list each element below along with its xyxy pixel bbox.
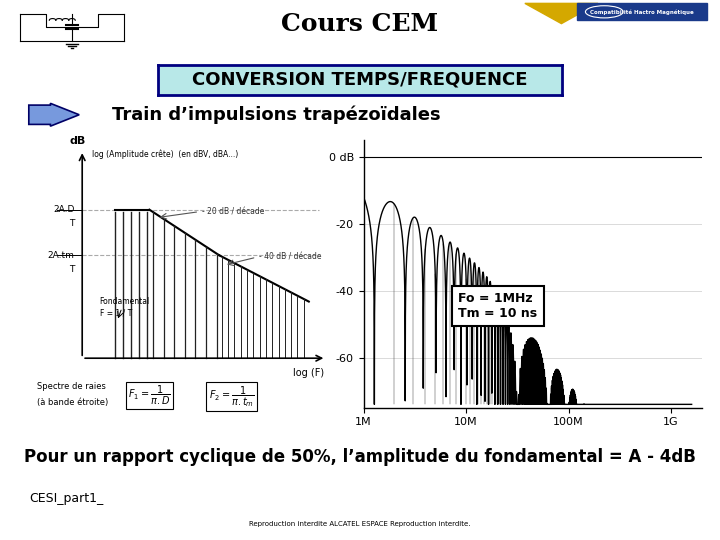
Text: F = 1 / T: F = 1 / T xyxy=(99,309,132,318)
Text: log (Amplitude crête)  (en dBV, dBA...): log (Amplitude crête) (en dBV, dBA...) xyxy=(92,150,238,159)
Text: Spectre de raies: Spectre de raies xyxy=(37,382,107,391)
Text: dB: dB xyxy=(69,136,86,146)
Text: $F_2 = \dfrac{1}{\pi.t_m}$: $F_2 = \dfrac{1}{\pi.t_m}$ xyxy=(209,384,255,409)
Text: Pour un rapport cyclique de 50%, l’amplitude du fondamental = A - 4dB: Pour un rapport cyclique de 50%, l’ampli… xyxy=(24,448,696,466)
Text: Compatibilité Hactro Magnétique: Compatibilité Hactro Magnétique xyxy=(590,9,693,15)
Text: CESI_part1_: CESI_part1_ xyxy=(29,492,103,505)
Text: $F_1 = \dfrac{1}{\pi.D}$: $F_1 = \dfrac{1}{\pi.D}$ xyxy=(128,384,171,407)
Text: Train d’impulsions trapézoïdales: Train d’impulsions trapézoïdales xyxy=(112,105,440,124)
Text: T: T xyxy=(69,219,75,228)
Text: Fondamental: Fondamental xyxy=(99,297,150,306)
Text: Reproduction interdite ALCATEL ESPACE Reproduction interdite.: Reproduction interdite ALCATEL ESPACE Re… xyxy=(249,521,471,526)
Text: log (F): log (F) xyxy=(292,368,324,378)
Text: (à bande étroite): (à bande étroite) xyxy=(37,398,109,407)
Text: 2A.D: 2A.D xyxy=(53,205,75,214)
Text: - 20 dB / décade: - 20 dB / décade xyxy=(202,207,264,216)
Text: - 40 dB / décade: - 40 dB / décade xyxy=(259,253,322,262)
Text: T: T xyxy=(69,265,75,274)
Text: Cours CEM: Cours CEM xyxy=(282,12,438,36)
Text: Fo = 1MHz
Tm = 10 ns: Fo = 1MHz Tm = 10 ns xyxy=(459,292,537,320)
Polygon shape xyxy=(525,3,598,24)
FancyBboxPatch shape xyxy=(577,3,706,20)
Text: 2A.tm: 2A.tm xyxy=(48,251,75,260)
Text: CONVERSION TEMPS/FREQUENCE: CONVERSION TEMPS/FREQUENCE xyxy=(192,71,528,89)
FancyArrow shape xyxy=(29,103,79,126)
